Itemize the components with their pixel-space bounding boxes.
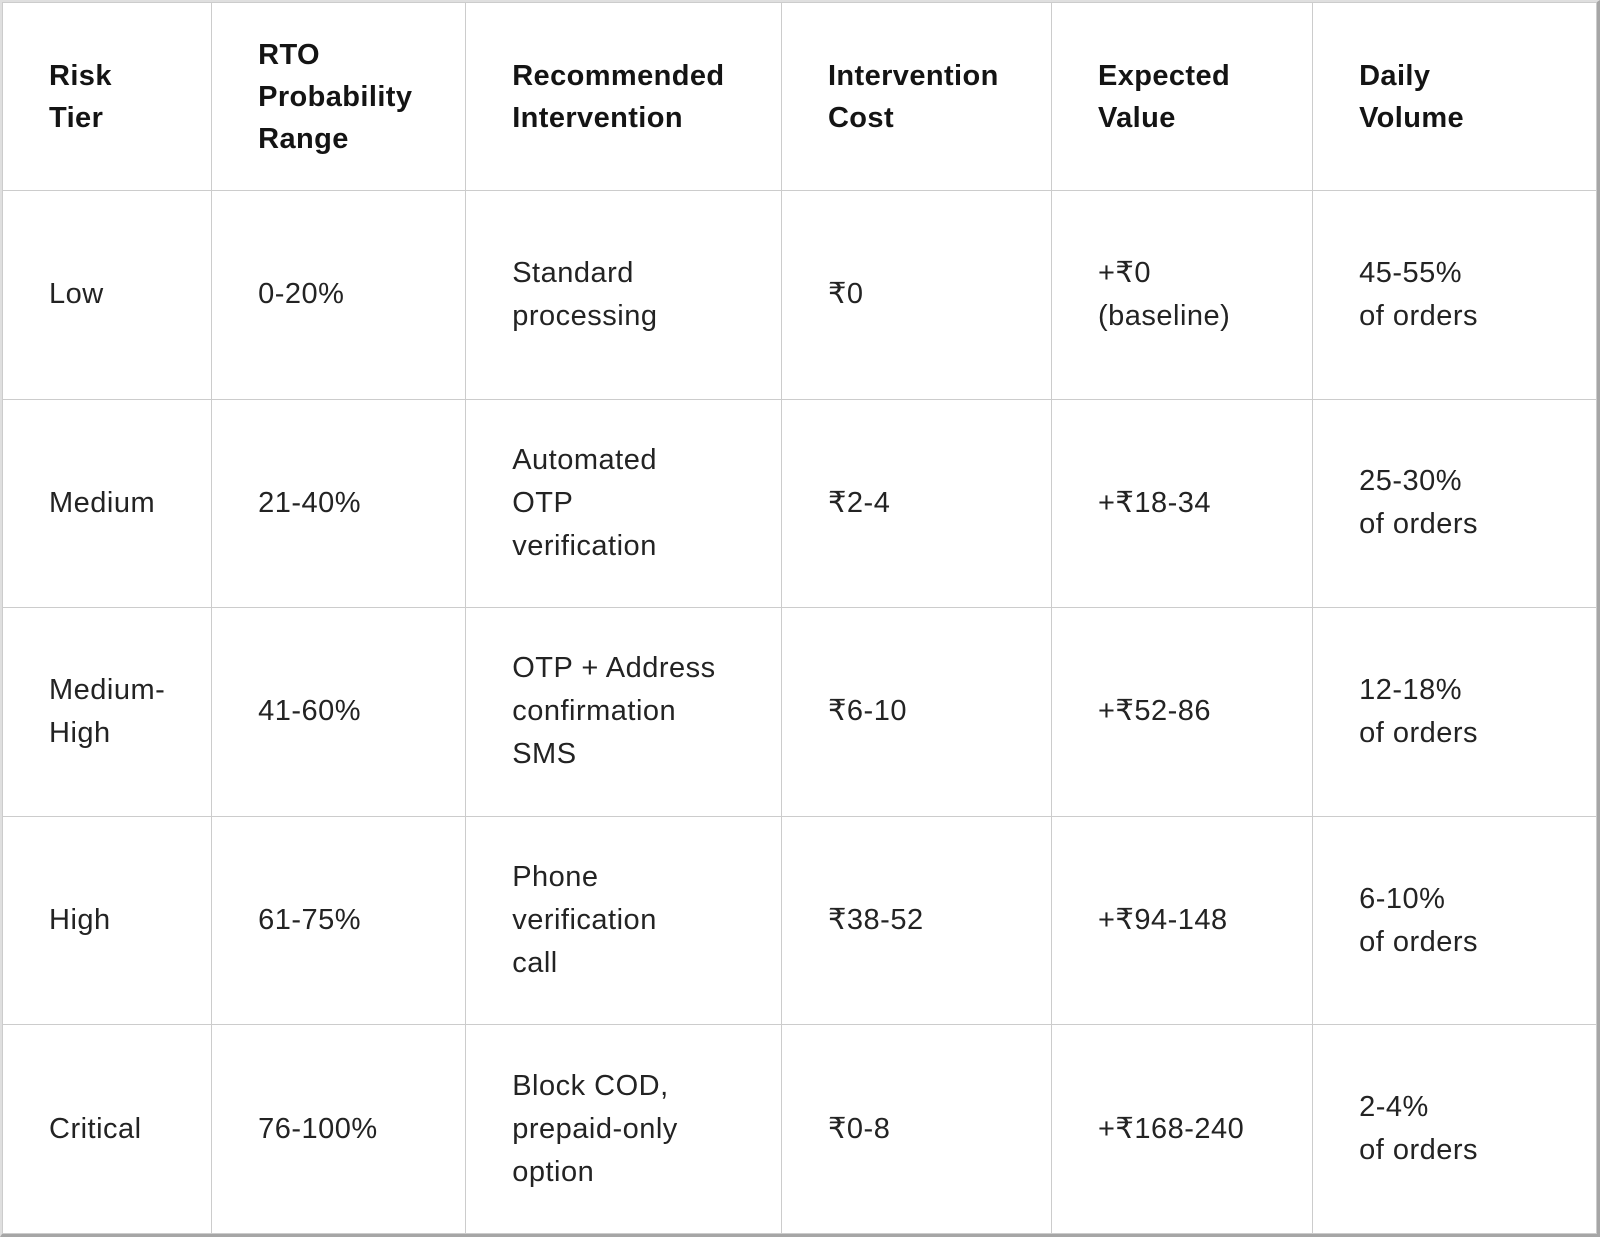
cell-rto-range: 41-60%	[211, 607, 467, 817]
cell-rto-range: 21-40%	[211, 398, 467, 609]
cell-intervention: OTP + Address confirmation SMS	[465, 607, 782, 817]
cell-intervention: Standard processing	[465, 190, 782, 400]
header-recommended-intervention: Recommended Intervention	[465, 2, 782, 191]
cell-expected-value: +₹168-240	[1050, 1024, 1314, 1234]
cell-expected-value: +₹0 (baseline)	[1050, 190, 1314, 400]
cell-cost: ₹2-4	[780, 398, 1052, 609]
cell-daily-volume: 45-55% of orders	[1312, 190, 1597, 400]
header-row: Risk Tier RTO Probability Range Recommen…	[1, 2, 1597, 191]
table-row-medium-high: Medium- High 41-60% OTP + Address confir…	[1, 607, 1597, 817]
cell-risk-tier: High	[1, 815, 213, 1026]
cell-rto-range: 76-100%	[211, 1024, 467, 1234]
cell-risk-tier: Medium- High	[1, 607, 213, 817]
cell-daily-volume: 6-10% of orders	[1312, 815, 1597, 1026]
cell-rto-range: 0-20%	[211, 190, 467, 400]
cell-expected-value: +₹52-86	[1050, 607, 1314, 817]
cell-expected-value: +₹94-148	[1050, 815, 1314, 1026]
table-row-high: High 61-75% Phone verification call ₹38-…	[1, 815, 1597, 1026]
table-row-medium: Medium 21-40% Automated OTP verification…	[1, 398, 1597, 609]
cell-risk-tier: Low	[1, 190, 213, 400]
cell-intervention: Phone verification call	[465, 815, 782, 1026]
header-risk-tier: Risk Tier	[1, 2, 213, 191]
cell-expected-value: +₹18-34	[1050, 398, 1314, 609]
header-daily-volume: Daily Volume	[1312, 2, 1597, 191]
table-row-critical: Critical 76-100% Block COD, prepaid-only…	[1, 1024, 1597, 1234]
cell-risk-tier: Medium	[1, 398, 213, 609]
cell-intervention: Block COD, prepaid-only option	[465, 1024, 782, 1234]
cell-cost: ₹38-52	[780, 815, 1052, 1026]
table-row-low: Low 0-20% Standard processing ₹0 +₹0 (ba…	[1, 190, 1597, 400]
cell-daily-volume: 2-4% of orders	[1312, 1024, 1597, 1234]
cell-intervention: Automated OTP verification	[465, 398, 782, 609]
header-intervention-cost: Intervention Cost	[780, 2, 1052, 191]
cell-cost: ₹6-10	[780, 607, 1052, 817]
header-rto-probability-range: RTO Probability Range	[211, 2, 467, 191]
header-expected-value: Expected Value	[1050, 2, 1314, 191]
cell-cost: ₹0	[780, 190, 1052, 400]
cell-cost: ₹0-8	[780, 1024, 1052, 1234]
cell-rto-range: 61-75%	[211, 815, 467, 1026]
cell-risk-tier: Critical	[1, 1024, 213, 1234]
cell-daily-volume: 12-18% of orders	[1312, 607, 1597, 817]
cell-daily-volume: 25-30% of orders	[1312, 398, 1597, 609]
